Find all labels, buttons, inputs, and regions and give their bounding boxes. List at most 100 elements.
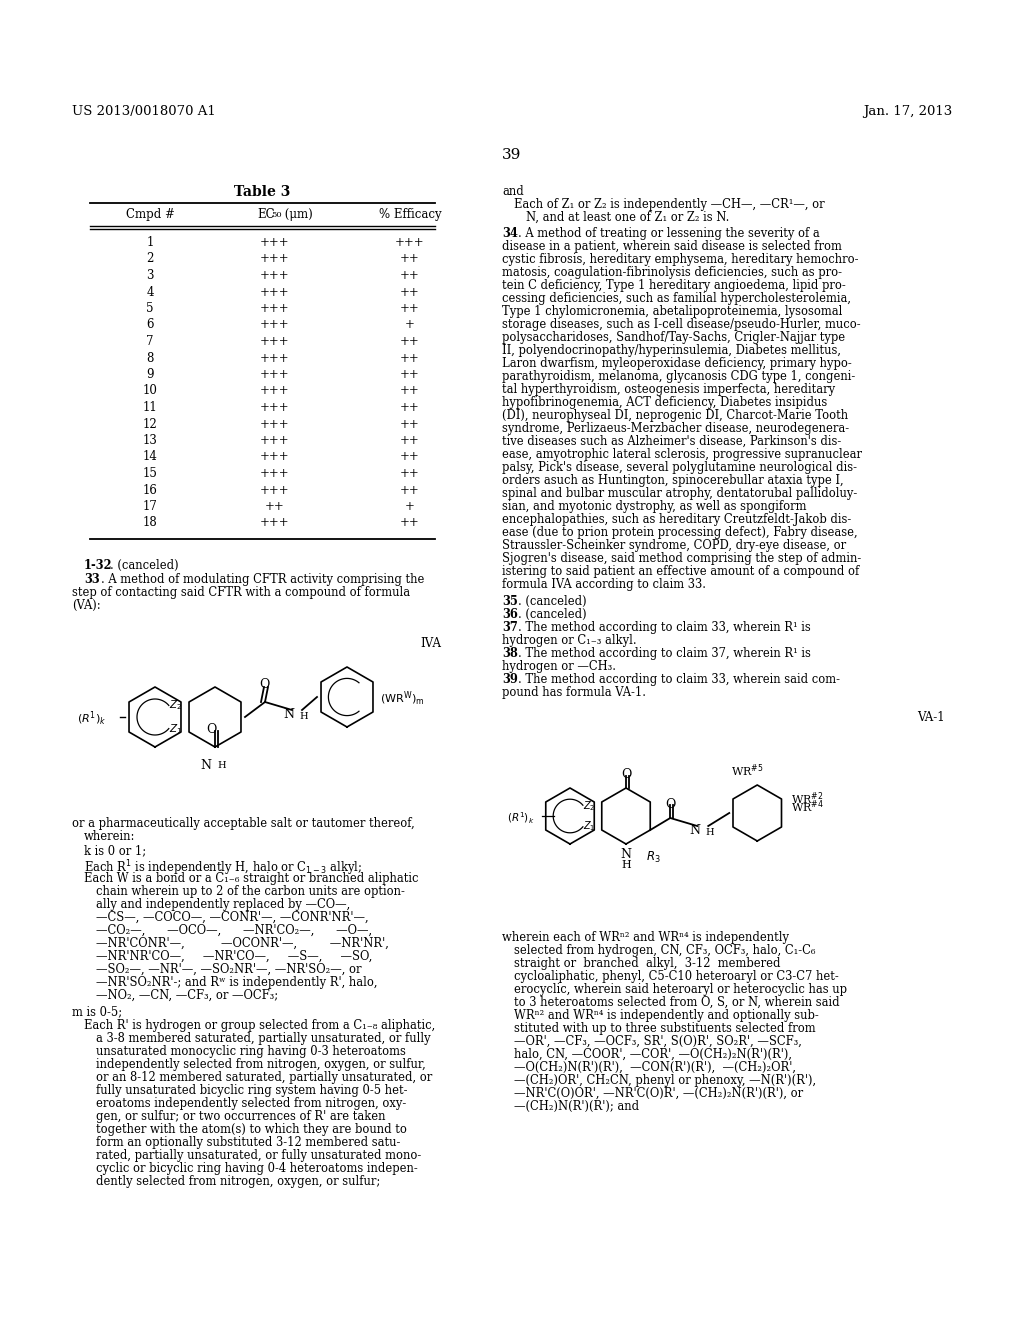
Text: +++: +++ [260,269,290,282]
Text: $\mathit{Z}_2$: $\mathit{Z}_2$ [583,799,595,813]
Text: +: + [406,318,415,331]
Text: or an 8-12 membered saturated, partially unsaturated, or: or an 8-12 membered saturated, partially… [96,1071,432,1084]
Text: —CS—, —COCO—, —CONR'—, —CONR'NR'—,: —CS—, —COCO—, —CONR'—, —CONR'NR'—, [96,911,369,924]
Text: ++: ++ [400,302,420,315]
Text: stituted with up to three substituents selected from: stituted with up to three substituents s… [514,1022,816,1035]
Text: —OR', —CF₃, —OCF₃, SR', S(O)R', SO₂R', —SCF₃,: —OR', —CF₃, —OCF₃, SR', S(O)R', SO₂R', —… [514,1035,802,1048]
Text: O: O [621,768,631,781]
Text: gen, or sulfur; or two occurrences of R' are taken: gen, or sulfur; or two occurrences of R'… [96,1110,385,1123]
Text: WR$^{\mathit{\#4}}$: WR$^{\mathit{\#4}}$ [792,799,824,816]
Text: storage diseases, such as I-cell disease/pseudo-Hurler, muco-: storage diseases, such as I-cell disease… [502,318,860,331]
Text: halo, CN, —COOR', —COR', —O(CH₂)₂N(R')(R'),: halo, CN, —COOR', —COR', —O(CH₂)₂N(R')(R… [514,1048,792,1061]
Text: rated, partially unsaturated, or fully unsaturated mono-: rated, partially unsaturated, or fully u… [96,1148,421,1162]
Text: +++: +++ [260,401,290,414]
Text: 5: 5 [146,302,154,315]
Text: $\mathit{Z}_2$: $\mathit{Z}_2$ [169,698,182,711]
Text: $(R^1)_k$: $(R^1)_k$ [77,710,106,729]
Text: O: O [206,723,216,737]
Text: (VA):: (VA): [72,599,100,612]
Text: tein C deficiency, Type 1 hereditary angioedema, lipid pro-: tein C deficiency, Type 1 hereditary ang… [502,279,846,292]
Text: 10: 10 [142,384,158,397]
Text: . The method according to claim 37, wherein R¹ is: . The method according to claim 37, wher… [518,647,811,660]
Text: VA-1: VA-1 [918,711,945,723]
Text: step of contacting said CFTR with a compound of formula: step of contacting said CFTR with a comp… [72,586,411,599]
Text: orders asuch as Huntington, spinocerebullar ataxia type I,: orders asuch as Huntington, spinocerebul… [502,474,844,487]
Text: 15: 15 [142,467,158,480]
Text: 11: 11 [142,401,158,414]
Text: cystic fibrosis, hereditary emphysema, hereditary hemochro-: cystic fibrosis, hereditary emphysema, h… [502,253,858,267]
Text: H: H [299,711,307,721]
Text: —O(CH₂)N(R')(R'),  —CON(R')(R'),  —(CH₂)₂OR',: —O(CH₂)N(R')(R'), —CON(R')(R'), —(CH₂)₂O… [514,1061,796,1074]
Text: US 2013/0018070 A1: US 2013/0018070 A1 [72,106,216,117]
Text: eroatoms independently selected from nitrogen, oxy-: eroatoms independently selected from nit… [96,1097,407,1110]
Text: O: O [259,678,269,690]
Text: or a pharmaceutically acceptable salt or tautomer thereof,: or a pharmaceutically acceptable salt or… [72,817,415,830]
Text: —NO₂, —CN, —CF₃, or —OCF₃;: —NO₂, —CN, —CF₃, or —OCF₃; [96,989,279,1002]
Text: hypofibrinogenemia, ACT deficiency, Diabetes insipidus: hypofibrinogenemia, ACT deficiency, Diab… [502,396,827,409]
Text: selected from hydrogen, CN, CF₃, OCF₃, halo, C₁-C₆: selected from hydrogen, CN, CF₃, OCF₃, h… [514,944,815,957]
Text: +++: +++ [260,483,290,496]
Text: +++: +++ [260,335,290,348]
Text: unsaturated monocyclic ring having 0-3 heteroatoms: unsaturated monocyclic ring having 0-3 h… [96,1045,406,1059]
Text: cyclic or bicyclic ring having 0-4 heteroatoms indepen-: cyclic or bicyclic ring having 0-4 heter… [96,1162,418,1175]
Text: . (canceled): . (canceled) [518,595,587,609]
Text: +++: +++ [260,351,290,364]
Text: . A method of modulating CFTR activity comprising the: . A method of modulating CFTR activity c… [101,573,424,586]
Text: Each W is a bond or a C₁₋₆ straight or branched aliphatic: Each W is a bond or a C₁₋₆ straight or b… [84,873,419,884]
Text: Each of Z₁ or Z₂ is independently —CH—, —CR¹—, or: Each of Z₁ or Z₂ is independently —CH—, … [514,198,824,211]
Text: 37: 37 [502,620,518,634]
Text: tive diseases such as Alzheimer's disease, Parkinson's dis-: tive diseases such as Alzheimer's diseas… [502,436,842,447]
Text: +++: +++ [260,318,290,331]
Text: parathyroidism, melanoma, glycanosis CDG type 1, congeni-: parathyroidism, melanoma, glycanosis CDG… [502,370,855,383]
Text: +++: +++ [260,236,290,249]
Text: +++: +++ [260,434,290,447]
Text: 39: 39 [502,673,518,686]
Text: straight or  branched  alkyl,  3-12  membered: straight or branched alkyl, 3-12 membere… [514,957,780,970]
Text: O: O [665,799,676,810]
Text: 4: 4 [146,285,154,298]
Text: ++: ++ [400,450,420,463]
Text: 17: 17 [142,500,158,513]
Text: ++: ++ [400,269,420,282]
Text: hydrogen or C₁₋₃ alkyl.: hydrogen or C₁₋₃ alkyl. [502,634,637,647]
Text: N: N [200,759,211,772]
Text: —CO₂—,      —OCO—,      —NR'CO₂—,      —O—,: —CO₂—, —OCO—, —NR'CO₂—, —O—, [96,924,372,937]
Text: 1-32: 1-32 [84,558,113,572]
Text: —NR'CONR'—,          —OCONR'—,         —NR'NR',: —NR'CONR'—, —OCONR'—, —NR'NR', [96,937,389,950]
Text: . (canceled): . (canceled) [110,558,178,572]
Text: fully unsaturated bicyclic ring system having 0-5 het-: fully unsaturated bicyclic ring system h… [96,1084,408,1097]
Text: +++: +++ [260,285,290,298]
Text: dently selected from nitrogen, oxygen, or sulfur;: dently selected from nitrogen, oxygen, o… [96,1175,380,1188]
Text: 36: 36 [502,609,518,620]
Text: 38: 38 [502,647,518,660]
Text: 14: 14 [142,450,158,463]
Text: ++: ++ [400,335,420,348]
Text: N, and at least one of Z₁ or Z₂ is N.: N, and at least one of Z₁ or Z₂ is N. [526,211,729,224]
Text: 8: 8 [146,351,154,364]
Text: $\mathit{Z}_1$: $\mathit{Z}_1$ [169,722,182,737]
Text: chain wherein up to 2 of the carbon units are option-: chain wherein up to 2 of the carbon unit… [96,884,404,898]
Text: cycloaliphatic, phenyl, C5-C10 heteroaryl or C3-C7 het-: cycloaliphatic, phenyl, C5-C10 heteroary… [514,970,839,983]
Text: (DI), neurophyseal DI, neprogenic DI, Charcot-Marie Tooth: (DI), neurophyseal DI, neprogenic DI, Ch… [502,409,848,422]
Text: cessing deficiencies, such as familial hypercholesterolemia,: cessing deficiencies, such as familial h… [502,292,851,305]
Text: —(CH₂)N(R')(R'); and: —(CH₂)N(R')(R'); and [514,1100,639,1113]
Text: Type 1 chylomicronemia, abetalipoproteinemia, lysosomal: Type 1 chylomicronemia, abetalipoprotein… [502,305,843,318]
Text: H: H [217,762,225,770]
Text: EC: EC [257,209,274,220]
Text: Each R' is hydrogen or group selected from a C₁₋₈ aliphatic,: Each R' is hydrogen or group selected fr… [84,1019,435,1032]
Text: 16: 16 [142,483,158,496]
Text: formula IVA according to claim 33.: formula IVA according to claim 33. [502,578,706,591]
Text: Each R$^1$ is independently H, halo or C$_{1-3}$ alkyl;: Each R$^1$ is independently H, halo or C… [84,858,362,878]
Text: independently selected from nitrogen, oxygen, or sulfur,: independently selected from nitrogen, ox… [96,1059,426,1071]
Text: 34: 34 [502,227,518,240]
Text: +++: +++ [260,417,290,430]
Text: ++: ++ [400,351,420,364]
Text: ++: ++ [400,434,420,447]
Text: and: and [502,185,523,198]
Text: 35: 35 [502,595,518,609]
Text: 12: 12 [142,417,158,430]
Text: disease in a patient, wherein said disease is selected from: disease in a patient, wherein said disea… [502,240,842,253]
Text: ++: ++ [400,252,420,265]
Text: +++: +++ [260,302,290,315]
Text: Sjogren's disease, said method comprising the step of admin-: Sjogren's disease, said method comprisin… [502,552,861,565]
